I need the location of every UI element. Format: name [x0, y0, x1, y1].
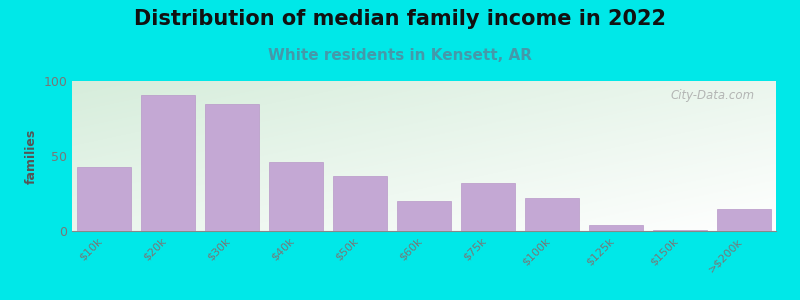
Text: White residents in Kensett, AR: White residents in Kensett, AR: [268, 48, 532, 63]
Bar: [141, 94, 195, 231]
Y-axis label: families: families: [25, 128, 38, 184]
Bar: [269, 162, 323, 231]
Bar: [717, 208, 771, 231]
Bar: [653, 230, 707, 231]
Bar: [397, 201, 451, 231]
Bar: [461, 183, 515, 231]
Bar: [205, 103, 259, 231]
Bar: [77, 167, 131, 231]
Text: City-Data.com: City-Data.com: [670, 88, 755, 101]
Bar: [589, 225, 643, 231]
Bar: [525, 198, 579, 231]
Bar: [333, 176, 387, 231]
Text: Distribution of median family income in 2022: Distribution of median family income in …: [134, 9, 666, 29]
